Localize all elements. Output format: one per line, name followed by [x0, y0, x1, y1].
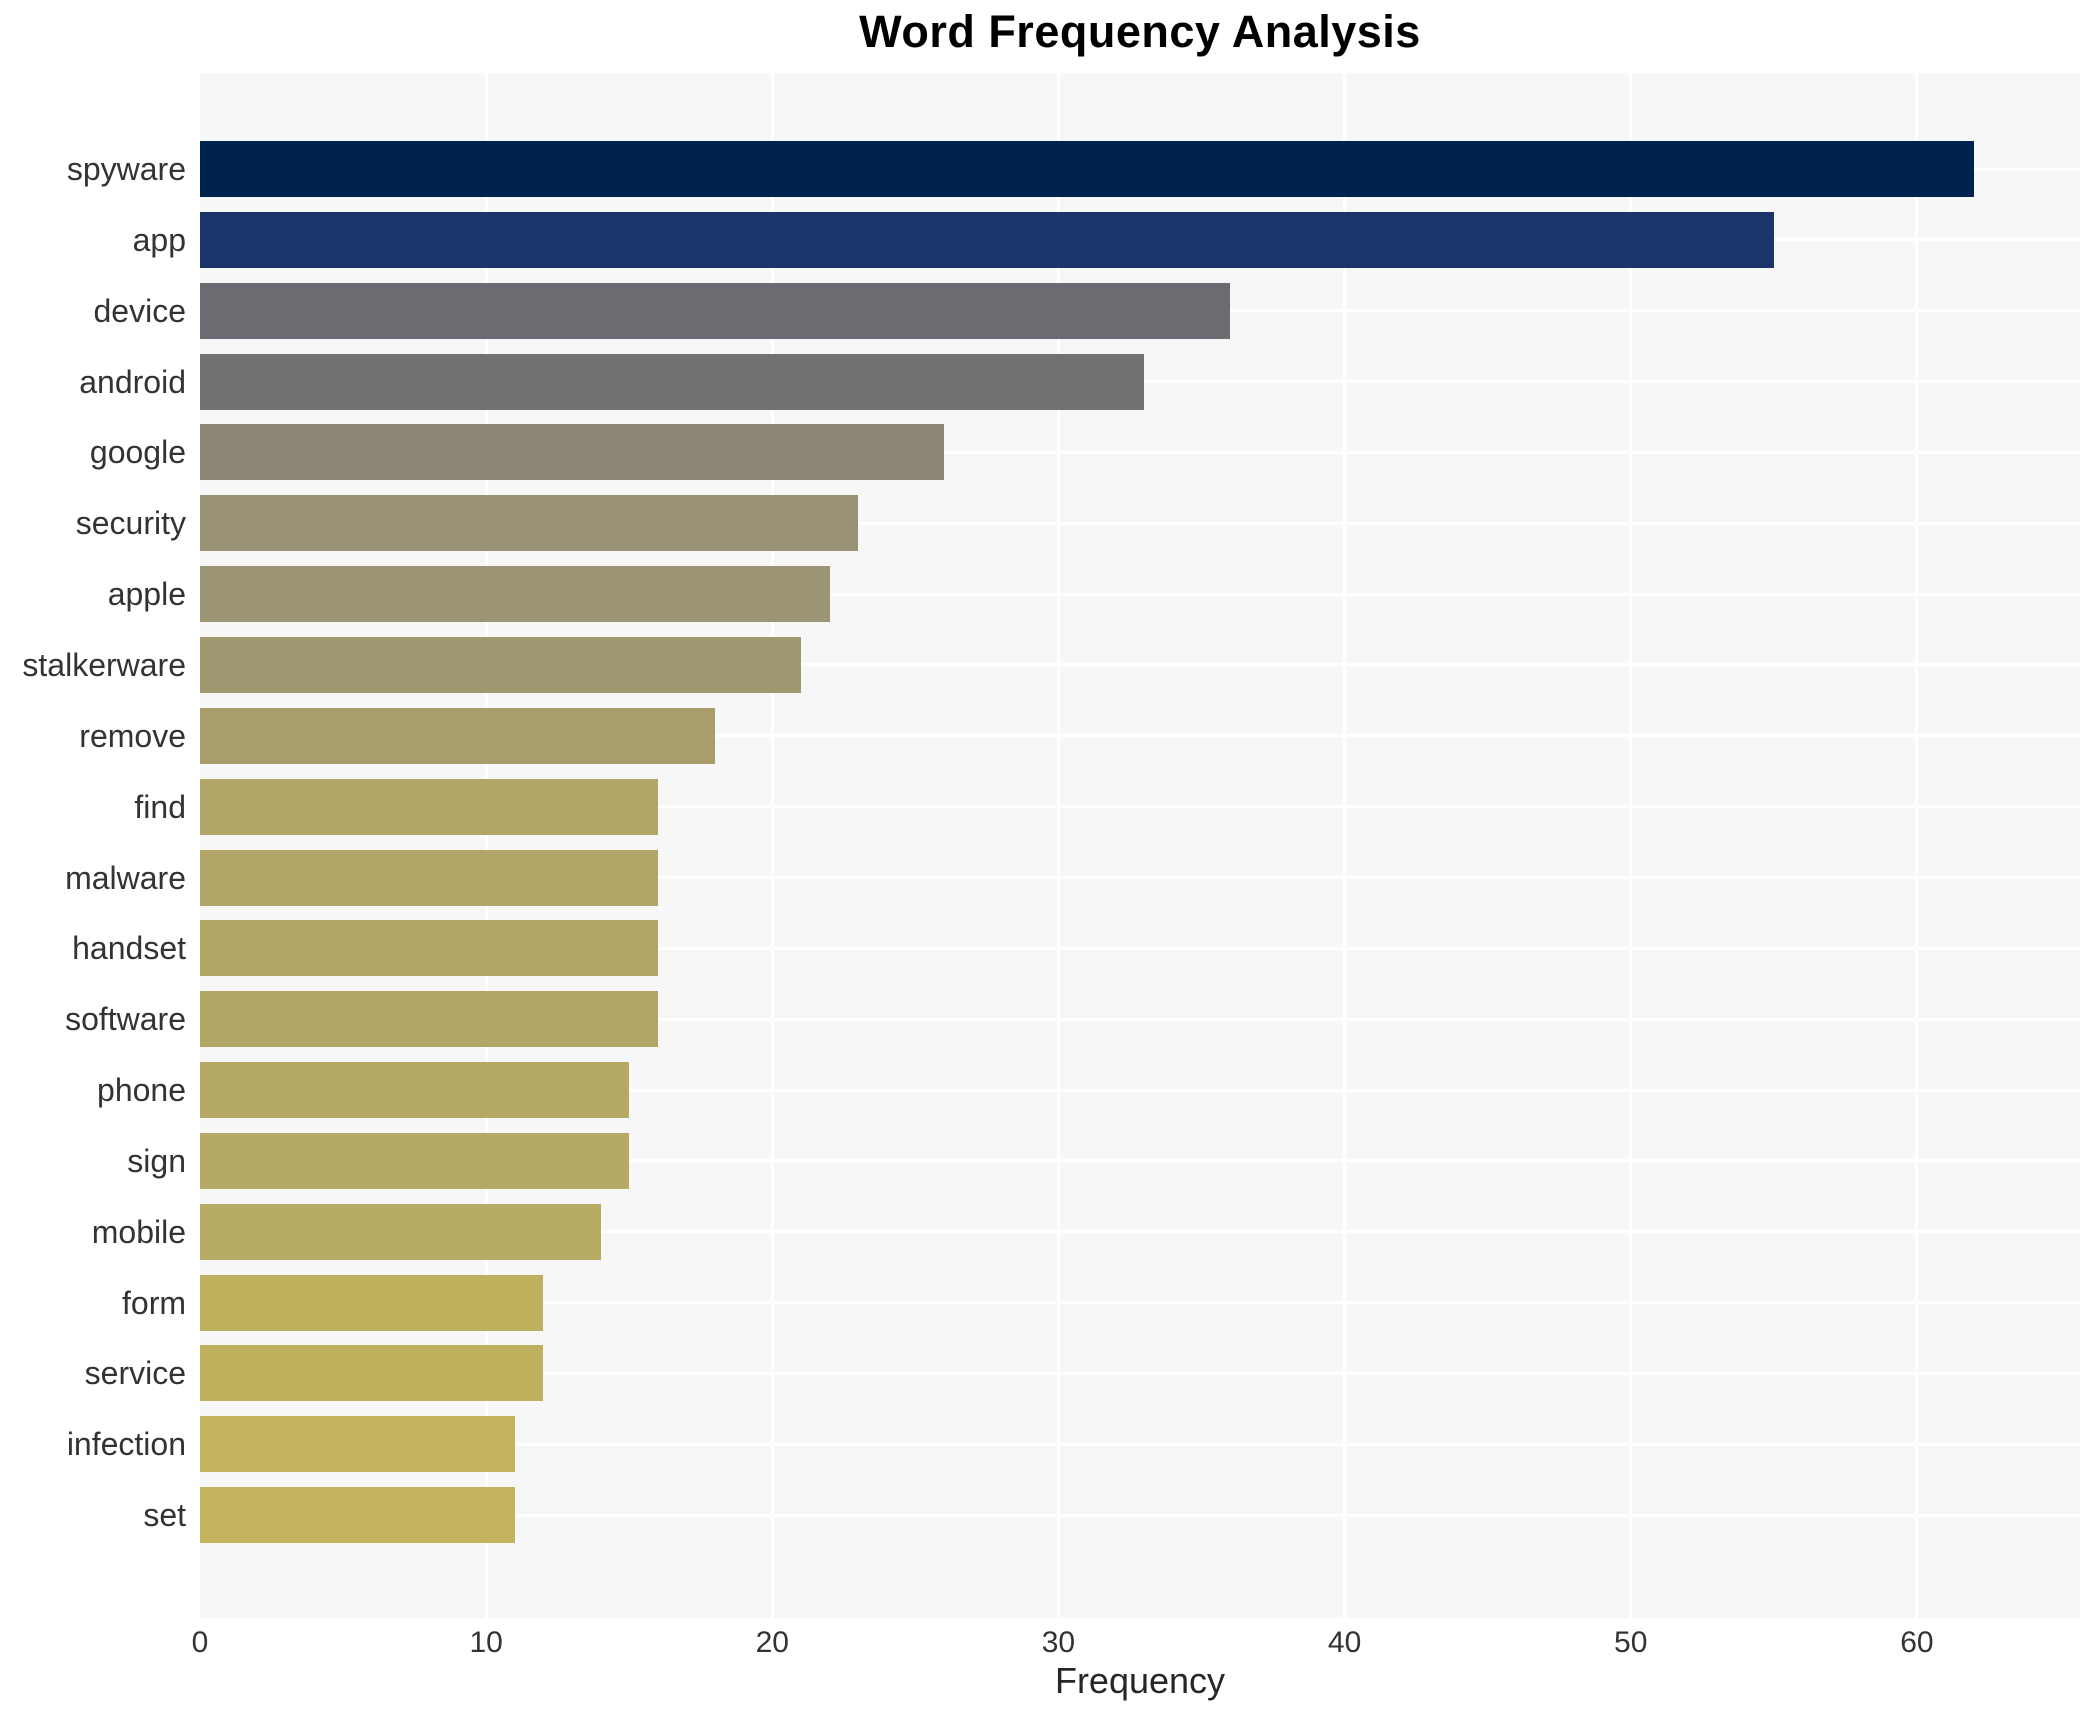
bar-remove — [200, 707, 716, 764]
bar-set — [200, 1487, 515, 1544]
bar-find — [200, 778, 658, 835]
bar-google — [200, 424, 944, 481]
bar-sign — [200, 1132, 630, 1189]
bar-software — [200, 991, 658, 1048]
hgridline-malware — [200, 876, 2080, 879]
hgridline-infection — [200, 1442, 2080, 1446]
hgridline-software — [200, 1017, 2080, 1021]
plot-area — [200, 73, 2080, 1618]
bar-stalkerware — [200, 636, 801, 693]
ytick-label-service: service — [84, 1355, 186, 1392]
hgridline-service — [200, 1371, 2080, 1375]
vgridline-60 — [1915, 73, 1919, 1618]
bar-malware — [200, 849, 658, 906]
xtick-label-60: 60 — [1900, 1626, 1934, 1659]
x-axis-label: Frequency — [1054, 1660, 1226, 1701]
vgridline-50 — [1629, 73, 1633, 1618]
xtick-label-50: 50 — [1614, 1626, 1648, 1659]
xtick-label-10: 10 — [469, 1626, 503, 1659]
vgridline-20 — [770, 73, 774, 1618]
hgridline-handset — [200, 946, 2080, 950]
ytick-label-stalkerware: stalkerware — [22, 646, 186, 683]
ytick-label-software: software — [65, 1001, 186, 1038]
bar-handset — [200, 920, 658, 977]
ytick-label-device: device — [93, 292, 187, 329]
bar-app — [200, 211, 1774, 268]
xtick-label-0: 0 — [191, 1626, 209, 1659]
vgridline-10 — [484, 73, 488, 1618]
ytick-label-apple: apple — [107, 576, 186, 613]
hgridline-google — [200, 450, 2080, 454]
ytick-label-remove: remove — [79, 717, 186, 754]
bar-device — [200, 282, 1231, 339]
bar-phone — [200, 1062, 630, 1119]
bar-android — [200, 353, 1145, 410]
ytick-label-app: app — [132, 221, 186, 258]
ytick-label-find: find — [134, 788, 186, 825]
bar-mobile — [200, 1203, 601, 1260]
bar-apple — [200, 566, 830, 623]
ytick-label-security: security — [75, 505, 186, 542]
bar-service — [200, 1345, 544, 1402]
hgridline-remove — [200, 734, 2080, 738]
xtick-label-30: 30 — [1041, 1626, 1076, 1659]
ytick-label-form: form — [122, 1284, 186, 1321]
vgridline-30 — [1056, 73, 1060, 1618]
ytick-label-handset: handset — [72, 930, 186, 967]
hgridline-set — [200, 1513, 2080, 1517]
hgridline-apple — [200, 592, 2080, 596]
ytick-label-google: google — [89, 434, 186, 471]
bar-form — [200, 1274, 544, 1331]
bar-security — [200, 495, 859, 552]
xtick-label-40: 40 — [1327, 1626, 1362, 1659]
hgridline-stalkerware — [200, 663, 2080, 667]
ytick-label-spyware: spyware — [66, 151, 186, 187]
hgridline-find — [200, 805, 2080, 809]
vgridline-40 — [1343, 73, 1347, 1618]
hgridline-security — [200, 521, 2080, 525]
xtick-label-20: 20 — [755, 1626, 789, 1659]
bar-spyware — [200, 141, 1975, 197]
hgridline-sign — [200, 1159, 2080, 1163]
ytick-label-set: set — [143, 1497, 186, 1534]
ytick-label-malware: malware — [65, 859, 186, 896]
chart-title: Word Frequency Analysis — [859, 6, 1421, 57]
bar-infection — [200, 1416, 515, 1473]
hgridline-mobile — [200, 1230, 2080, 1234]
hgridline-phone — [200, 1088, 2080, 1092]
ytick-label-infection: infection — [66, 1426, 186, 1463]
ytick-label-android: android — [79, 363, 186, 400]
ytick-label-sign: sign — [127, 1142, 186, 1179]
ytick-label-mobile: mobile — [91, 1213, 186, 1250]
ytick-label-phone: phone — [97, 1072, 186, 1109]
hgridline-form — [200, 1301, 2080, 1305]
